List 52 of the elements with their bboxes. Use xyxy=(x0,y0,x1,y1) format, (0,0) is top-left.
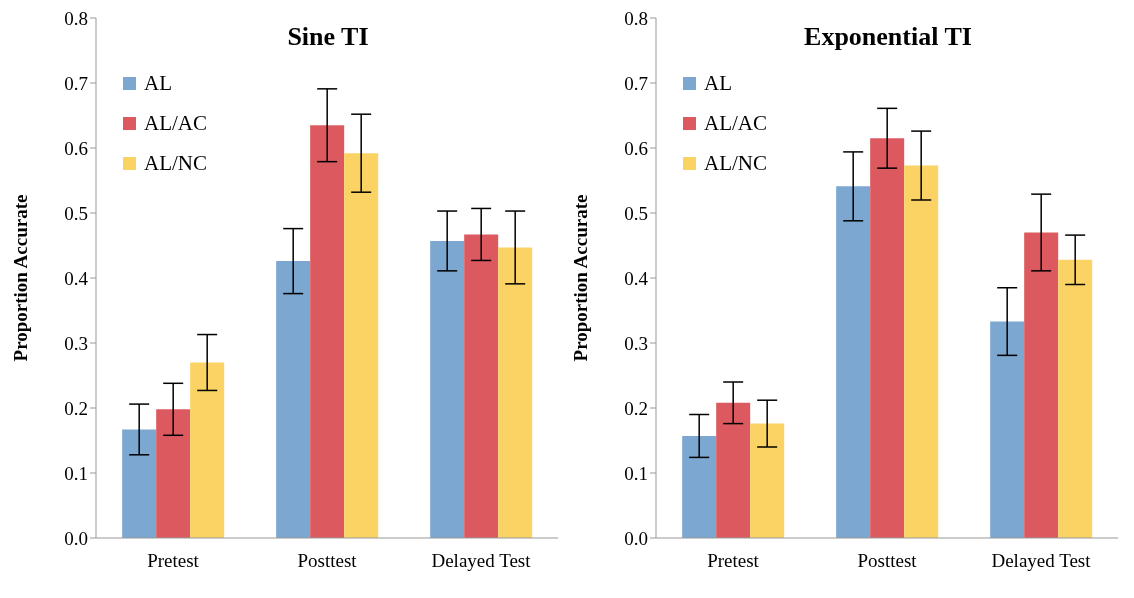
y-tick-label: 0.5 xyxy=(624,202,648,224)
y-tick-label: 0.8 xyxy=(624,7,648,29)
legend-label: AL/NC xyxy=(144,150,207,176)
bar xyxy=(750,423,785,538)
y-tick-label: 0.7 xyxy=(64,72,88,94)
x-tick-label: Pretest xyxy=(707,550,760,572)
y-tick-label: 0.4 xyxy=(624,267,649,289)
y-tick-label: 0.2 xyxy=(624,397,648,419)
y-tick-label: 0.6 xyxy=(624,137,648,159)
y-tick-label: 0.2 xyxy=(64,397,88,419)
legend-label: AL/AC xyxy=(704,110,767,136)
legend-label: AL/AC xyxy=(144,110,207,136)
bar xyxy=(870,138,905,538)
y-tick-label: 0.1 xyxy=(624,462,648,484)
bar xyxy=(904,165,939,538)
y-tick-label: 0.3 xyxy=(64,332,88,354)
chart-title: Sine TI xyxy=(286,22,370,52)
x-tick-label: Posttest xyxy=(857,550,918,572)
y-tick-label: 0.0 xyxy=(624,527,648,549)
bar xyxy=(344,153,379,538)
y-tick-label: 0.3 xyxy=(624,332,648,354)
bar xyxy=(498,247,533,538)
legend-label: AL xyxy=(704,70,732,96)
y-axis-title: Proportion Accurate xyxy=(9,194,31,362)
bar xyxy=(682,435,717,538)
bar xyxy=(276,261,311,538)
y-axis-title: Proportion Accurate xyxy=(569,194,591,362)
y-tick-label: 0.0 xyxy=(64,527,88,549)
y-tick-label: 0.5 xyxy=(64,202,88,224)
bar xyxy=(1058,259,1093,538)
x-tick-label: Posttest xyxy=(297,550,358,572)
y-tick-label: 0.6 xyxy=(64,137,88,159)
bar xyxy=(836,186,871,538)
y-tick-label: 0.1 xyxy=(64,462,88,484)
y-tick-label: 0.8 xyxy=(64,7,88,29)
x-tick-label: Delayed Test xyxy=(991,550,1092,572)
bar xyxy=(430,240,465,538)
bar xyxy=(716,402,751,538)
legend-label: AL xyxy=(144,70,172,96)
bar xyxy=(122,429,157,538)
bar xyxy=(190,362,225,538)
bar xyxy=(156,409,191,538)
bar xyxy=(1024,232,1059,538)
y-tick-label: 0.4 xyxy=(64,267,89,289)
y-tick-label: 0.7 xyxy=(624,72,648,94)
bar xyxy=(310,125,345,538)
bar xyxy=(990,321,1025,538)
bar xyxy=(464,234,499,538)
x-tick-label: Pretest xyxy=(147,550,200,572)
x-tick-label: Delayed Test xyxy=(431,550,532,572)
chart-title: Exponential TI xyxy=(803,22,973,52)
legend-label: AL/NC xyxy=(704,150,767,176)
